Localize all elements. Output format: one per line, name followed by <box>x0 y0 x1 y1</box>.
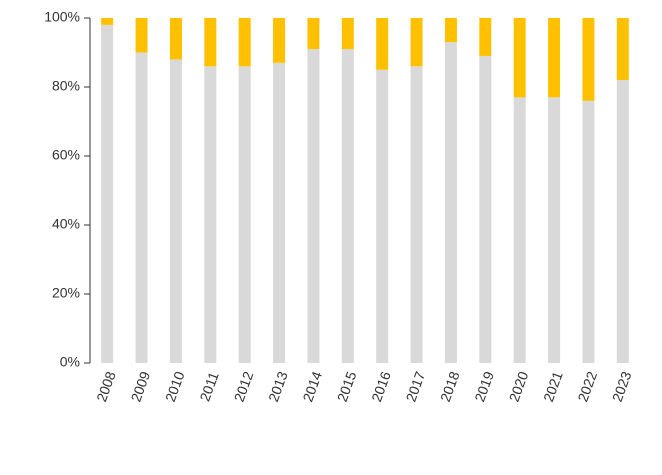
bar-segment <box>376 69 389 363</box>
bar-segment <box>101 18 114 25</box>
x-tick-label: 2019 <box>471 369 497 404</box>
bar-segment <box>616 80 629 363</box>
y-tick-label: 100% <box>44 9 80 25</box>
x-tick-label: 2011 <box>196 369 221 403</box>
bar-segment <box>204 66 217 364</box>
bar-segment <box>273 18 286 63</box>
bar-segment <box>169 59 182 364</box>
bar-segment <box>273 62 286 363</box>
x-tick-label: 2020 <box>506 369 532 404</box>
bar-segment <box>238 18 251 67</box>
x-tick-label: 2014 <box>299 369 325 404</box>
y-tick-label: 0% <box>60 354 80 370</box>
x-tick-label: 2017 <box>402 369 428 404</box>
bar-segment <box>135 52 148 363</box>
y-tick-label: 40% <box>52 216 80 232</box>
bar-segment <box>341 18 354 50</box>
x-tick-label: 2023 <box>609 369 635 404</box>
bar-segment <box>204 18 217 67</box>
bar-segment <box>479 55 492 363</box>
bar-segment <box>135 18 148 53</box>
x-tick-label: 2013 <box>265 369 291 404</box>
bar-segment <box>101 24 114 364</box>
y-tick-label: 20% <box>52 285 80 301</box>
x-tick-label: 2012 <box>231 369 257 404</box>
bar-segment <box>376 18 389 70</box>
bar-segment <box>513 18 526 98</box>
bar-segment <box>479 18 492 56</box>
x-tick-label: 2021 <box>540 369 566 404</box>
bar-segment <box>169 18 182 60</box>
bar-segment <box>582 100 595 364</box>
x-tick-label: 2010 <box>162 369 188 404</box>
bar-segment <box>548 97 561 363</box>
bar-segment <box>444 18 457 43</box>
x-tick-label: 2015 <box>334 369 360 404</box>
x-tick-label: 2018 <box>437 369 463 404</box>
bar-segment <box>307 18 320 50</box>
bar-segment <box>410 18 423 67</box>
x-tick-label: 2016 <box>368 369 394 404</box>
bar-segment <box>548 18 561 98</box>
bar-segment <box>307 49 320 364</box>
y-tick-label: 80% <box>52 78 80 94</box>
x-tick-label: 2022 <box>574 369 600 404</box>
bar-segment <box>616 18 629 81</box>
bar-segment <box>582 18 595 101</box>
bar-segment <box>444 42 457 364</box>
x-tick-label: 2008 <box>93 369 119 404</box>
y-tick-label: 60% <box>52 147 80 163</box>
bar-segment <box>341 49 354 364</box>
bar-segment <box>238 66 251 364</box>
bar-segment <box>410 66 423 364</box>
bar-segment <box>513 97 526 363</box>
x-tick-label: 2009 <box>127 369 153 404</box>
